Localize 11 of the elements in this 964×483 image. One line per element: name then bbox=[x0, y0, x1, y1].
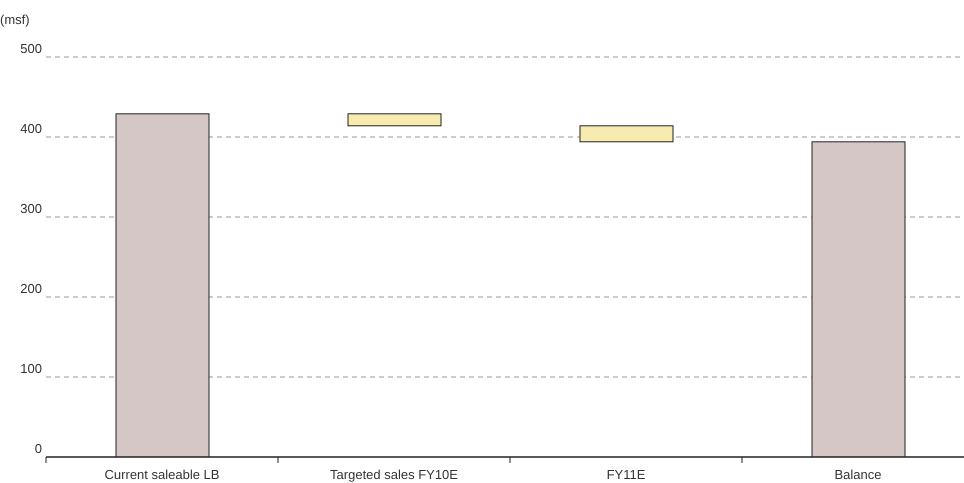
x-tick-label: Targeted sales FY10E bbox=[330, 467, 458, 482]
y-tick-label: 500 bbox=[20, 41, 42, 56]
y-tick-label: 400 bbox=[20, 121, 42, 136]
y-axis-title: (msf) bbox=[0, 12, 30, 27]
x-tick-label: FY11E bbox=[606, 467, 646, 482]
y-tick-label: 200 bbox=[20, 281, 42, 296]
x-tick-label: Balance bbox=[834, 467, 882, 482]
y-tick-label: 100 bbox=[20, 361, 42, 376]
y-tick-label: 300 bbox=[20, 201, 42, 216]
x-tick-label: Current saleable LB bbox=[104, 467, 220, 482]
y-tick-label: 0 bbox=[34, 441, 42, 456]
